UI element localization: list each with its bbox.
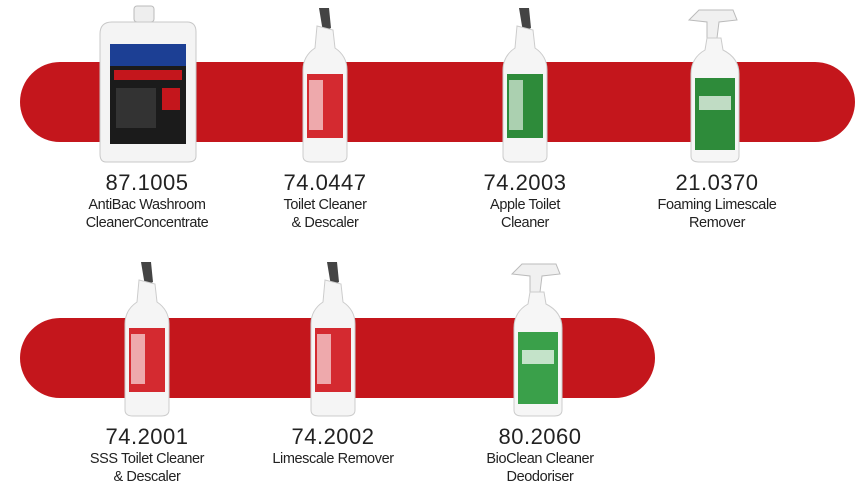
product-name: Deodoriser (445, 468, 635, 486)
product-name: Limescale Remover (238, 450, 428, 468)
product-code: 74.2002 (238, 424, 428, 450)
product-image (303, 258, 363, 418)
product-name: CleanerConcentrate (52, 214, 242, 232)
product-name: & Descaler (230, 214, 420, 232)
product-name: & Descaler (52, 468, 242, 486)
page: 87.1005AntiBac WashroomCleanerConcentrat… (0, 0, 858, 501)
product-code: 74.2001 (52, 424, 242, 450)
product-image (92, 4, 202, 164)
product-name: Toilet Cleaner (230, 196, 420, 214)
product-image (677, 4, 757, 164)
product-name: SSS Toilet Cleaner (52, 450, 242, 468)
product-image (495, 4, 555, 164)
product-name: Foaming Limescale (622, 196, 812, 214)
product-name: Cleaner (430, 214, 620, 232)
product-image (117, 258, 177, 418)
product-code: 74.2003 (430, 170, 620, 196)
product-code: 74.0447 (230, 170, 420, 196)
product-code: 80.2060 (445, 424, 635, 450)
product-image (500, 258, 580, 418)
product-image (295, 4, 355, 164)
product-code: 21.0370 (622, 170, 812, 196)
product-code: 87.1005 (52, 170, 242, 196)
product-name: AntiBac Washroom (52, 196, 242, 214)
product-name: BioClean Cleaner (445, 450, 635, 468)
product-name: Remover (622, 214, 812, 232)
product-name: Apple Toilet (430, 196, 620, 214)
